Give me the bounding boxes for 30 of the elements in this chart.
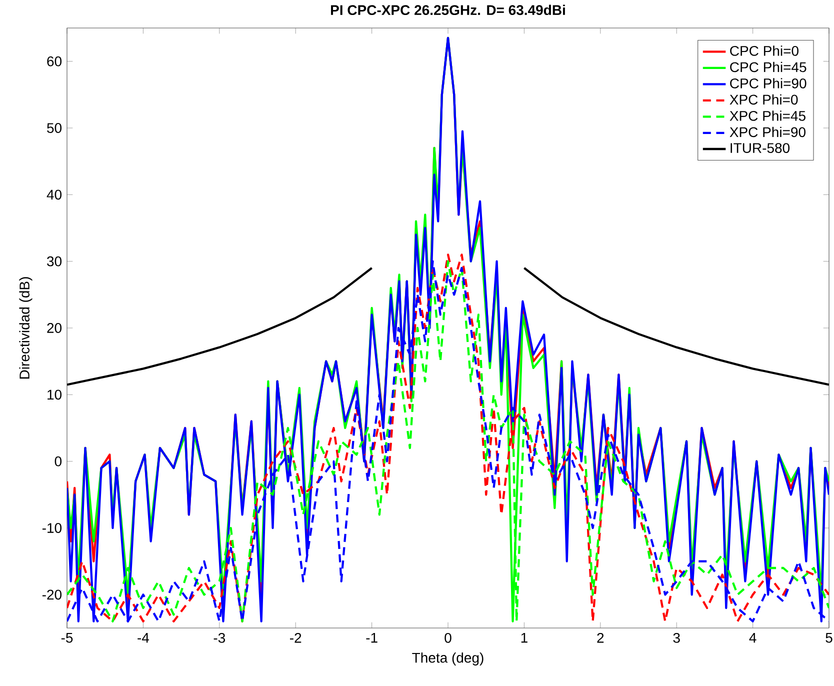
x-tick-label: 3 <box>673 632 680 643</box>
x-tick-label: -4 <box>138 632 150 643</box>
y-tick-label: 40 <box>46 190 62 200</box>
legend-label: XPC Phi=90 <box>730 126 806 138</box>
legend-label: XPC Phi=45 <box>730 110 806 121</box>
x-tick-label: -1 <box>366 632 378 643</box>
x-tick-label: 5 <box>826 632 832 643</box>
x-tick-label: 0 <box>444 632 452 643</box>
legend-label: ITUR-580 <box>730 143 790 153</box>
y-tick-label: 30 <box>47 256 62 266</box>
y-tick-label: -10 <box>42 523 62 533</box>
x-tick-label: -2 <box>290 632 302 643</box>
x-tick-label: -5 <box>61 632 73 643</box>
chart-title: PI CPC-XPC 26.25GHz. D= 63.49dBi <box>331 4 565 16</box>
y-tick-label: 0 <box>54 456 62 466</box>
legend-label: CPC Phi=45 <box>730 62 806 72</box>
x-axis-title: Theta (deg) <box>412 652 484 666</box>
y-tick-label: -20 <box>42 590 62 600</box>
x-tick-label: 2 <box>597 632 604 643</box>
x-tick-label: 1 <box>521 632 528 643</box>
y-tick-label: 10 <box>48 390 62 400</box>
x-tick-label: 4 <box>749 632 756 643</box>
y-tick-label: 60 <box>47 56 62 66</box>
y-tick-label: 50 <box>47 123 62 133</box>
legend-label: CPC Phi=90 <box>730 78 806 88</box>
y-axis-title: Directividad (dB) <box>19 277 32 379</box>
legend-label: XPC Phi=0 <box>730 94 798 105</box>
y-tick-label: 20 <box>47 323 62 333</box>
x-tick-label: -3 <box>214 632 226 643</box>
legend-label: CPC Phi=0 <box>730 46 798 56</box>
